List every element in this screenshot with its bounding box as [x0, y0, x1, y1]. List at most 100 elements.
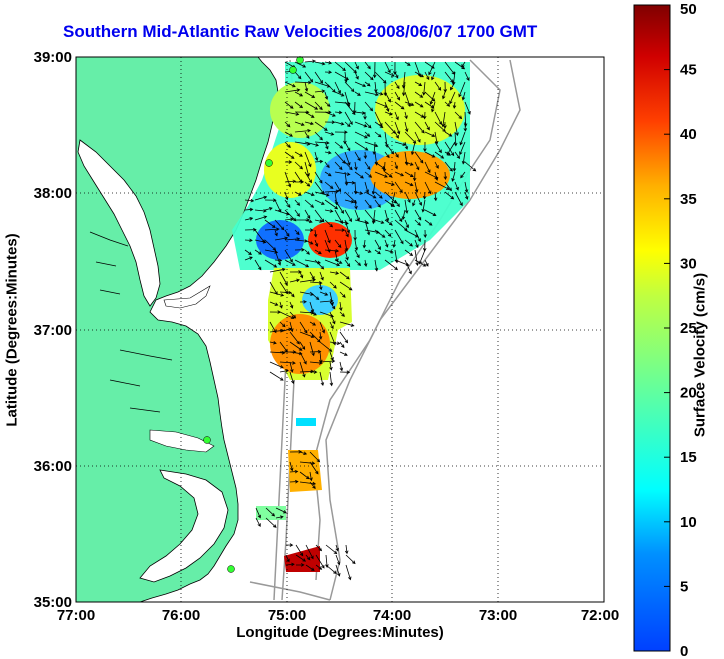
velocity-arrow [289, 291, 295, 298]
velocity-arrow [294, 161, 304, 170]
velocity-arrow [254, 209, 267, 213]
velocity-arrow [353, 181, 358, 195]
velocity-arrow [423, 229, 427, 238]
velocity-arrow [339, 271, 350, 280]
station-marker [203, 436, 211, 444]
velocity-arrow [324, 141, 329, 150]
velocity-arrow [289, 361, 294, 373]
velocity-arrow [284, 217, 294, 222]
velocity-arrow [294, 101, 304, 109]
velocity-arrow [329, 271, 340, 275]
velocity-arrow [344, 219, 351, 234]
velocity-arrow [404, 161, 414, 166]
velocity-arrow [265, 517, 277, 528]
velocity-arrow [294, 121, 305, 127]
velocity-arrow [244, 227, 257, 232]
pamlico-sound [139, 469, 229, 583]
velocity-arrow [392, 239, 396, 248]
velocity-arrow [314, 239, 319, 247]
velocity-arrow [334, 181, 342, 193]
velocity-arrow [284, 81, 296, 88]
velocity-arrow [394, 199, 400, 208]
velocity-arrow [284, 209, 297, 222]
velocity-arrow [324, 161, 330, 169]
velocity-arrow [404, 111, 408, 120]
velocity-arrow [443, 81, 448, 93]
velocity-arrow [289, 301, 294, 309]
velocity-arrow [324, 150, 332, 155]
velocity-arrow [384, 259, 398, 271]
velocity-arrow [345, 564, 352, 581]
velocity-arrow [264, 219, 276, 229]
velocity-arrows [244, 59, 477, 581]
velocity-arrow [309, 349, 322, 354]
velocity-arrow [354, 81, 367, 88]
velocity-arrow [304, 209, 311, 219]
velocity-arrow [414, 181, 419, 193]
velocity-arrow [444, 71, 454, 84]
x-tick-label: 76:00 [162, 607, 200, 624]
velocity-arrow [339, 281, 353, 291]
velocity-arrow [364, 101, 374, 112]
velocity-arrow [443, 171, 448, 181]
velocity-arrow [444, 131, 453, 137]
velocity-arrow [384, 91, 391, 103]
velocity-arrow [354, 239, 359, 251]
velocity-arrow [264, 239, 277, 251]
velocity-arrow [412, 171, 417, 182]
colorbar-tick-label: 35 [680, 191, 697, 208]
colorbar-ticks: 0 5 10 15 20 25 30 35 40 45 50 [664, 1, 697, 659]
velocity-arrow [414, 131, 421, 143]
velocity-arrow [294, 209, 300, 217]
velocity-arrow [344, 121, 351, 128]
velocity-arrow [294, 61, 307, 68]
colorbar-tick-label: 0 [680, 643, 688, 659]
velocity-arrow [364, 171, 373, 178]
velocity-arrow [431, 101, 436, 113]
velocity-arrow [344, 249, 349, 261]
x-tick-label: 74:00 [373, 607, 411, 624]
velocity-arrow [284, 131, 293, 137]
velocity-arrow [279, 327, 293, 333]
velocity-arrow [264, 227, 280, 232]
velocity-arrow [394, 171, 405, 177]
velocity-arrow [284, 88, 301, 93]
velocity-arrow [404, 259, 412, 275]
velocity-arrow [454, 61, 466, 70]
velocity-arrow [354, 191, 364, 195]
velocity-arrow [244, 249, 252, 256]
velocity-arrow [264, 198, 277, 202]
velocity-arrow [244, 207, 254, 212]
velocity-arrow [315, 544, 323, 552]
velocity-arrow [284, 151, 295, 159]
velocity-arrow [324, 131, 335, 136]
velocity-arrow [418, 249, 426, 265]
velocity-arrow [324, 101, 331, 107]
velocity-arrow [364, 219, 371, 236]
velocity-arrow [459, 141, 466, 156]
velocity-arrow [374, 249, 381, 255]
velocity-arrow [304, 161, 310, 177]
velocity-arrow [279, 271, 288, 286]
velocity-arrow [304, 81, 309, 92]
velocity-arrow [434, 111, 442, 126]
velocity-arrow [394, 181, 403, 194]
velocity-arrow [314, 219, 324, 223]
velocity-arrow [254, 195, 268, 201]
velocity-arrow [339, 351, 348, 356]
velocity-arrow [421, 199, 426, 213]
velocity-arrow [344, 151, 351, 166]
velocity-arrow [414, 161, 420, 171]
velocity-arrow [289, 469, 299, 474]
velocity-arrow [394, 121, 401, 135]
velocity-arrow [264, 259, 278, 268]
velocity-arrow [284, 101, 294, 109]
velocity-arrow [394, 209, 403, 223]
y-tick-label: 35:00 [34, 594, 72, 611]
velocity-arrow [339, 311, 345, 317]
velocity-arrow [314, 259, 325, 270]
velocity-arrow [404, 181, 414, 187]
velocity-arrow [244, 198, 255, 203]
velocity-arrow [414, 191, 423, 206]
velocity-arrow [294, 91, 304, 97]
